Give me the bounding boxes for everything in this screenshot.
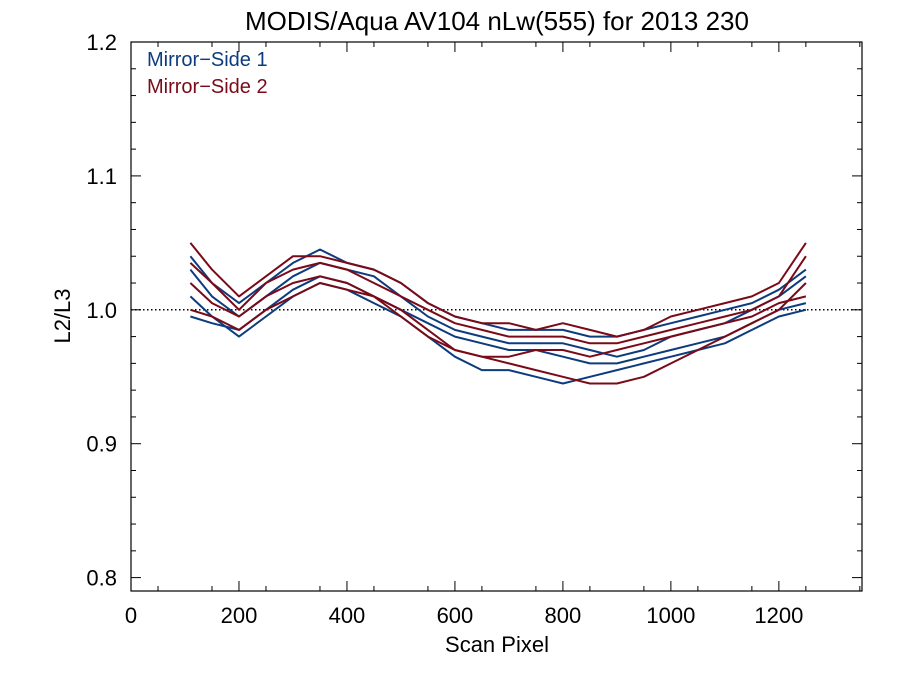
x-axis-label: Scan Pixel — [445, 632, 549, 657]
series-line-3 — [189, 282, 807, 385]
series-line-8 — [189, 255, 807, 345]
y-tick-label: 1.0 — [86, 298, 117, 323]
chart-title: MODIS/Aqua AV104 nLw(555) for 2013 230 — [245, 6, 749, 36]
legend-entry-mirror-side-2: Mirror−Side 2 — [147, 76, 268, 98]
series-group — [189, 242, 807, 385]
plot-frame — [130, 41, 863, 592]
y-axis-label: L2/L3 — [50, 288, 75, 343]
y-tick-label: 1.1 — [86, 164, 117, 189]
plot-frame-group — [130, 41, 863, 592]
x-tick-label: 800 — [545, 603, 582, 628]
series-line-4 — [190, 275, 807, 365]
legend: Mirror−Side 1 Mirror−Side 2 — [147, 49, 268, 98]
x-tick-label: 1000 — [646, 603, 695, 628]
series-line-6 — [189, 275, 807, 385]
x-tick-label: 0 — [125, 603, 137, 628]
y-tick-label: 0.9 — [86, 432, 117, 457]
x-tick-label: 600 — [437, 603, 474, 628]
x-tick-label: 200 — [221, 603, 258, 628]
series-line-7 — [190, 282, 807, 358]
y-tick-label: 1.2 — [86, 30, 117, 55]
y-tick-label: 0.8 — [86, 566, 117, 591]
legend-entry-mirror-side-1: Mirror−Side 1 — [147, 49, 268, 71]
series-line-1 — [189, 248, 807, 338]
series-line-5 — [189, 242, 807, 338]
x-tick-label: 400 — [329, 603, 366, 628]
x-tick-label: 1200 — [754, 603, 803, 628]
ticks-group: 0 200 400 600 800 1000 1200 0.8 0.9 1.0 1.1 1.2 — [86, 30, 862, 628]
